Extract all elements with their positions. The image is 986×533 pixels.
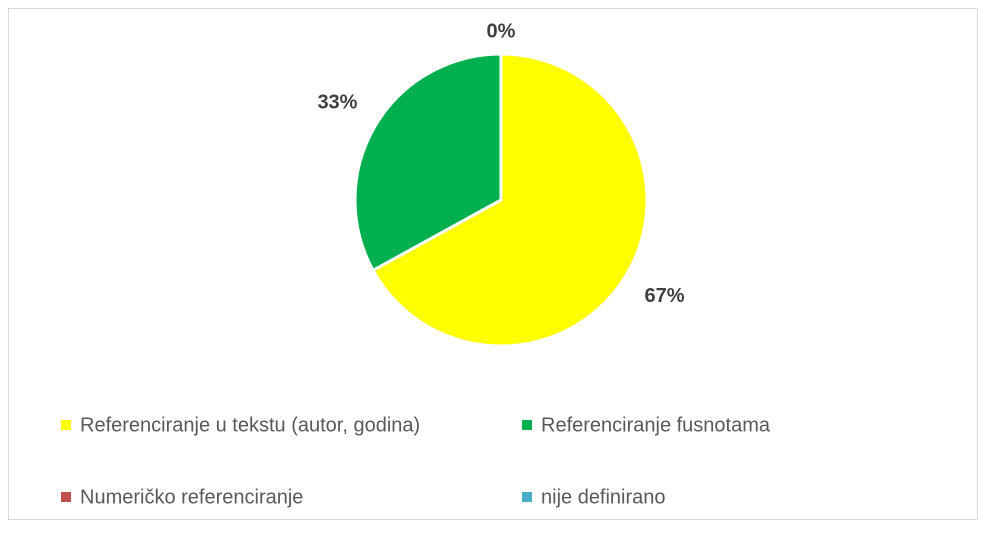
legend-marker bbox=[522, 420, 532, 430]
pie-slice bbox=[371, 52, 649, 348]
legend-label: Referenciranje fusnotama bbox=[541, 414, 771, 436]
legend-marker bbox=[61, 492, 71, 502]
legend-label: nije definirano bbox=[541, 486, 666, 508]
legend-label: Referenciranje u tekstu (autor, godina) bbox=[80, 414, 420, 436]
legend-label: Numeričko referenciranje bbox=[80, 486, 303, 508]
data-label: 67% bbox=[645, 285, 685, 307]
data-label: 33% bbox=[317, 92, 357, 114]
legend-marker bbox=[61, 420, 71, 430]
data-label: 0% bbox=[487, 20, 516, 42]
pie-slice bbox=[353, 52, 503, 273]
legend-marker bbox=[522, 492, 532, 502]
